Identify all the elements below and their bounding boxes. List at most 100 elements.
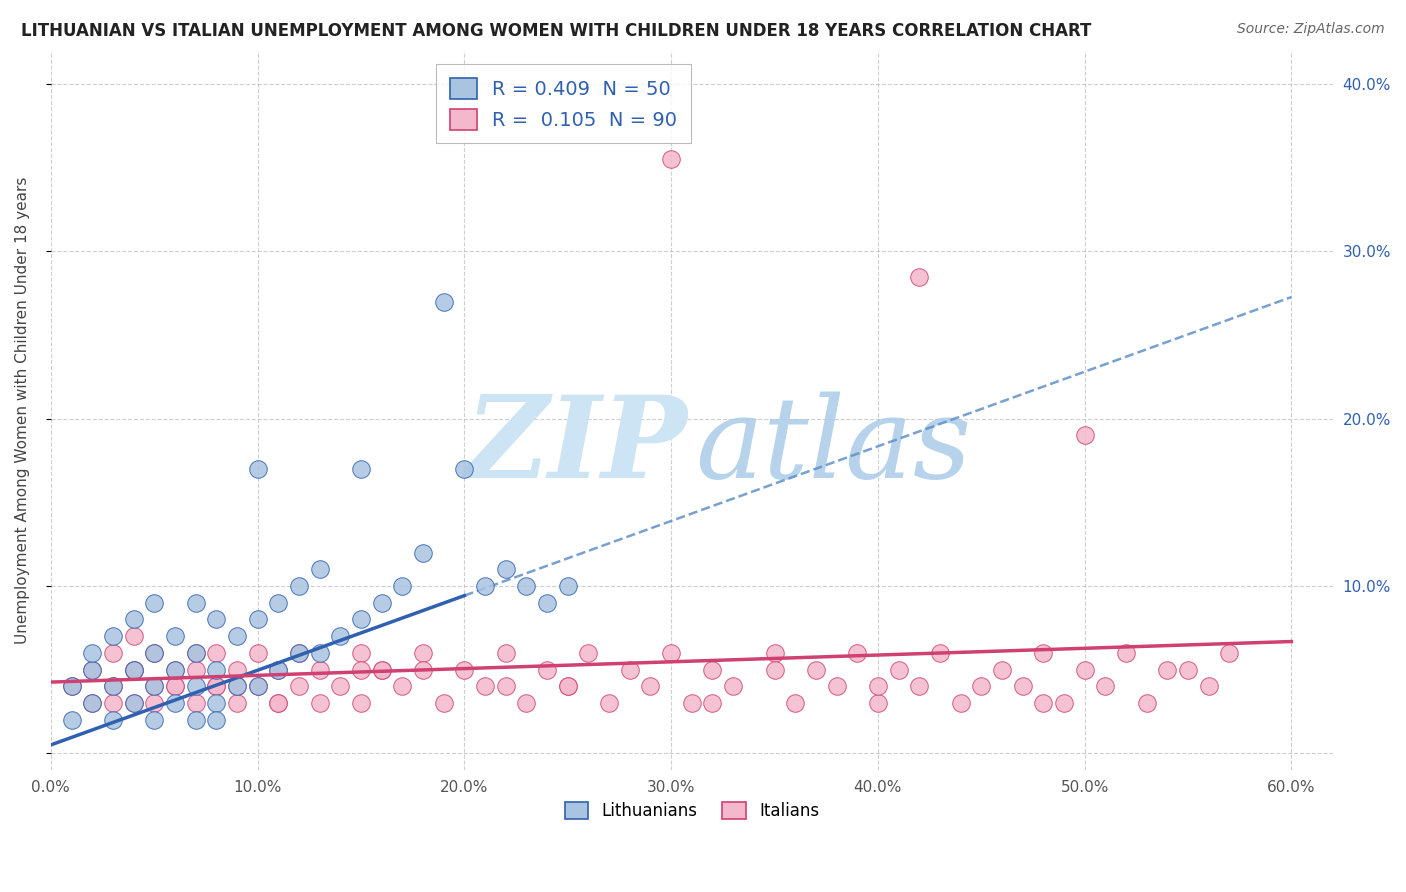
Point bbox=[350, 663, 373, 677]
Point bbox=[184, 663, 207, 677]
Point bbox=[949, 696, 972, 710]
Point bbox=[495, 562, 517, 576]
Point bbox=[908, 679, 931, 693]
Point bbox=[184, 696, 207, 710]
Point bbox=[205, 679, 228, 693]
Point bbox=[515, 579, 537, 593]
Point bbox=[721, 679, 744, 693]
Point bbox=[308, 696, 330, 710]
Point bbox=[702, 663, 724, 677]
Point bbox=[702, 696, 724, 710]
Point bbox=[1115, 646, 1137, 660]
Point bbox=[163, 629, 186, 643]
Point bbox=[557, 579, 579, 593]
Point bbox=[412, 646, 434, 660]
Point bbox=[453, 663, 475, 677]
Text: Source: ZipAtlas.com: Source: ZipAtlas.com bbox=[1237, 22, 1385, 37]
Point bbox=[101, 646, 124, 660]
Point bbox=[122, 663, 145, 677]
Point bbox=[60, 713, 83, 727]
Point bbox=[82, 696, 104, 710]
Point bbox=[495, 679, 517, 693]
Point bbox=[308, 562, 330, 576]
Point bbox=[1053, 696, 1076, 710]
Point bbox=[412, 663, 434, 677]
Point bbox=[288, 646, 311, 660]
Point bbox=[82, 663, 104, 677]
Point bbox=[866, 696, 889, 710]
Point bbox=[184, 646, 207, 660]
Legend: Lithuanians, Italians: Lithuanians, Italians bbox=[558, 795, 825, 826]
Point bbox=[122, 696, 145, 710]
Point bbox=[1032, 646, 1054, 660]
Point bbox=[1177, 663, 1199, 677]
Point bbox=[226, 679, 249, 693]
Point bbox=[350, 696, 373, 710]
Point bbox=[1136, 696, 1159, 710]
Point bbox=[474, 679, 496, 693]
Point bbox=[101, 629, 124, 643]
Point bbox=[163, 679, 186, 693]
Point bbox=[391, 679, 413, 693]
Point bbox=[1218, 646, 1240, 660]
Point bbox=[226, 663, 249, 677]
Point bbox=[350, 612, 373, 626]
Point bbox=[184, 713, 207, 727]
Point bbox=[82, 663, 104, 677]
Point bbox=[370, 663, 392, 677]
Point bbox=[101, 679, 124, 693]
Point bbox=[163, 696, 186, 710]
Point bbox=[288, 646, 311, 660]
Point bbox=[288, 579, 311, 593]
Point bbox=[163, 679, 186, 693]
Point bbox=[370, 663, 392, 677]
Point bbox=[101, 679, 124, 693]
Point bbox=[433, 294, 456, 309]
Point bbox=[785, 696, 807, 710]
Point bbox=[619, 663, 641, 677]
Point bbox=[495, 646, 517, 660]
Point bbox=[1094, 679, 1116, 693]
Point bbox=[184, 646, 207, 660]
Point bbox=[536, 663, 558, 677]
Text: LITHUANIAN VS ITALIAN UNEMPLOYMENT AMONG WOMEN WITH CHILDREN UNDER 18 YEARS CORR: LITHUANIAN VS ITALIAN UNEMPLOYMENT AMONG… bbox=[21, 22, 1091, 40]
Point bbox=[267, 663, 290, 677]
Point bbox=[659, 646, 682, 660]
Point bbox=[163, 663, 186, 677]
Point bbox=[970, 679, 993, 693]
Point bbox=[908, 269, 931, 284]
Point bbox=[1032, 696, 1054, 710]
Point bbox=[433, 696, 456, 710]
Point bbox=[184, 679, 207, 693]
Point bbox=[60, 679, 83, 693]
Point bbox=[122, 629, 145, 643]
Point bbox=[391, 579, 413, 593]
Point bbox=[205, 663, 228, 677]
Y-axis label: Unemployment Among Women with Children Under 18 years: Unemployment Among Women with Children U… bbox=[15, 177, 30, 644]
Point bbox=[205, 679, 228, 693]
Text: atlas: atlas bbox=[696, 391, 972, 501]
Point bbox=[1073, 428, 1095, 442]
Point bbox=[267, 663, 290, 677]
Point bbox=[143, 679, 166, 693]
Point bbox=[267, 696, 290, 710]
Point bbox=[205, 713, 228, 727]
Point bbox=[122, 696, 145, 710]
Point bbox=[82, 646, 104, 660]
Point bbox=[60, 679, 83, 693]
Point bbox=[804, 663, 827, 677]
Point bbox=[143, 646, 166, 660]
Point bbox=[329, 679, 352, 693]
Point bbox=[1073, 663, 1095, 677]
Point bbox=[288, 679, 311, 693]
Point bbox=[825, 679, 848, 693]
Point bbox=[350, 462, 373, 476]
Point bbox=[991, 663, 1014, 677]
Point bbox=[82, 696, 104, 710]
Point bbox=[329, 629, 352, 643]
Point bbox=[205, 646, 228, 660]
Point bbox=[598, 696, 620, 710]
Point bbox=[763, 663, 786, 677]
Point bbox=[101, 696, 124, 710]
Point bbox=[474, 579, 496, 593]
